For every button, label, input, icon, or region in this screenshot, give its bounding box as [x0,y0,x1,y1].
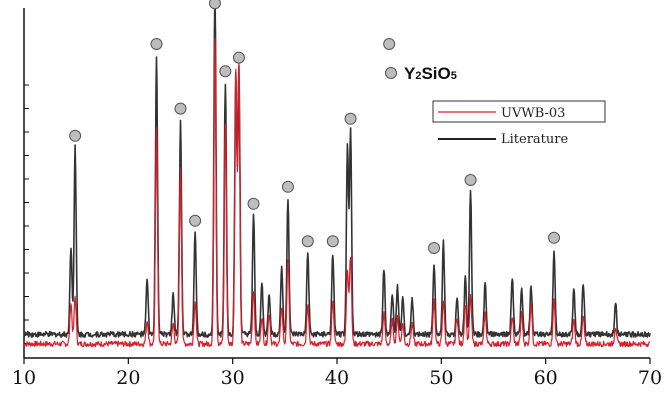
peak-marker [464,174,477,186]
peak-marker [383,38,396,50]
peak-marker [326,235,339,248]
annotation-label-main: Y [404,64,416,83]
x-tick-label: 10 [12,367,36,389]
x-tick-label: 70 [638,367,662,389]
series-line-uvwb-03 [23,38,651,348]
annotation-sub2: 5 [451,70,457,82]
annotation-label-mid: SiO [421,64,450,83]
peak-marker [219,65,232,78]
peak-marker [232,51,245,64]
axes: 10 20 30 40 50 60 70 [12,8,662,389]
x-tick-label: 30 [221,367,245,389]
annotation-marker-icon [385,67,397,79]
annotation-sub1: 2 [415,70,421,82]
peak-marker [344,112,357,125]
legend-label-uvwb: UVWB-03 [501,106,565,121]
peak-marker [69,129,82,142]
legend-label-literature: Literature [501,132,568,147]
x-tick-label: 60 [534,367,558,389]
peak-marker [208,0,221,10]
x-tick-label: 20 [116,367,140,389]
series-line-literature [23,0,651,338]
peak-marker [174,102,187,115]
legend-box [432,100,606,123]
peak-marker [428,242,441,254]
peak-marker [247,197,260,210]
marker-layer [69,0,561,254]
peak-marker [301,235,314,248]
peak-marker [150,38,163,50]
peak-marker [548,231,561,244]
peak-marker [281,180,294,193]
legend: UVWB-03 Literature [432,100,606,147]
phase-annotation: Y2SiO5 [404,64,457,83]
x-tick-label: 50 [429,367,453,389]
peak-marker [189,214,202,227]
series-layer [23,0,651,348]
x-tick-label: 40 [325,367,349,389]
